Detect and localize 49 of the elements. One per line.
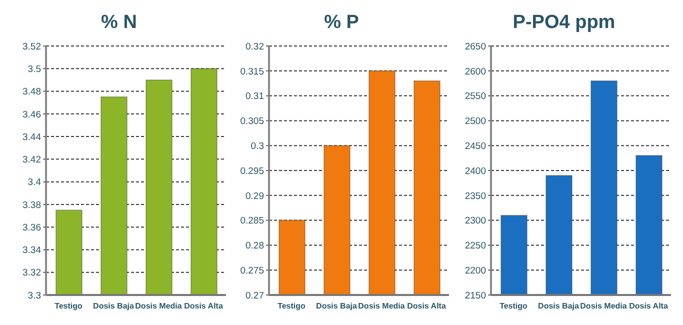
y-tick-label: 0.28 [245, 240, 264, 252]
y-tick-label: 3.5 [28, 64, 41, 76]
y-tick-label: 2500 [464, 116, 486, 128]
y-tick-label: 2650 [464, 41, 486, 52]
x-tick-label: Dosis Media [580, 302, 628, 311]
y-tick-label: 2450 [464, 140, 486, 152]
y-tick-label: 3.38 [22, 200, 41, 211]
x-tick-label: Dosis Alta [184, 302, 224, 311]
chart-title: % N [101, 11, 137, 35]
y-tick-label: 3.3 [28, 290, 41, 302]
x-tick-label: Testigo [277, 302, 306, 311]
x-tick-label: Testigo [500, 302, 528, 311]
y-tick-label: 0.3 [250, 140, 264, 152]
y-tick-label: 3.42 [22, 154, 41, 166]
y-tick-label: 3.52 [22, 41, 41, 52]
y-tick-label: 0.31 [245, 91, 264, 102]
y-tick-label: 2600 [464, 66, 486, 78]
x-tick-label: Dosis Baja [316, 302, 358, 311]
y-tick-label: 2150 [464, 290, 486, 302]
y-tick-label: 0.275 [240, 265, 264, 276]
x-tick-label: Dosis Alta [406, 302, 446, 311]
y-tick-label: 0.295 [240, 166, 264, 177]
y-tick-label: 0.32 [245, 41, 264, 52]
y-tick-label: 0.27 [245, 290, 264, 302]
y-tick-label: 2200 [464, 265, 486, 276]
x-tick-label: Dosis Baja [538, 302, 580, 311]
y-tick-label: 2300 [464, 216, 486, 227]
y-tick-label: 2550 [464, 91, 486, 102]
y-tick-label: 3.32 [22, 268, 41, 279]
y-tick-label: 0.29 [245, 190, 264, 202]
x-tick-label: Dosis Baja [93, 302, 135, 311]
x-tick-label: Dosis Media [358, 302, 405, 311]
y-tick-label: 3.46 [22, 109, 41, 120]
y-tick-label: 0.315 [240, 66, 264, 78]
y-tick-label: 2250 [464, 240, 486, 252]
y-tick-label: 3.34 [22, 245, 41, 256]
chart-title: P-PO4 ppm [512, 11, 616, 35]
y-tick-label: 0.285 [240, 216, 264, 227]
x-tick-label: Dosis Alta [629, 302, 668, 311]
chart-title: % P [324, 11, 359, 35]
y-tick-label: 2400 [464, 166, 486, 177]
y-tick-label: 3.44 [22, 132, 41, 143]
x-tick-label: Testigo [54, 302, 83, 311]
y-tick-label: 3.48 [22, 86, 41, 98]
y-tick-label: 3.36 [22, 222, 41, 234]
y-tick-label: 0.305 [240, 116, 264, 128]
y-tick-label: 3.4 [28, 177, 41, 188]
y-tick-label: 2350 [464, 190, 486, 202]
x-tick-label: Dosis Media [135, 302, 182, 311]
